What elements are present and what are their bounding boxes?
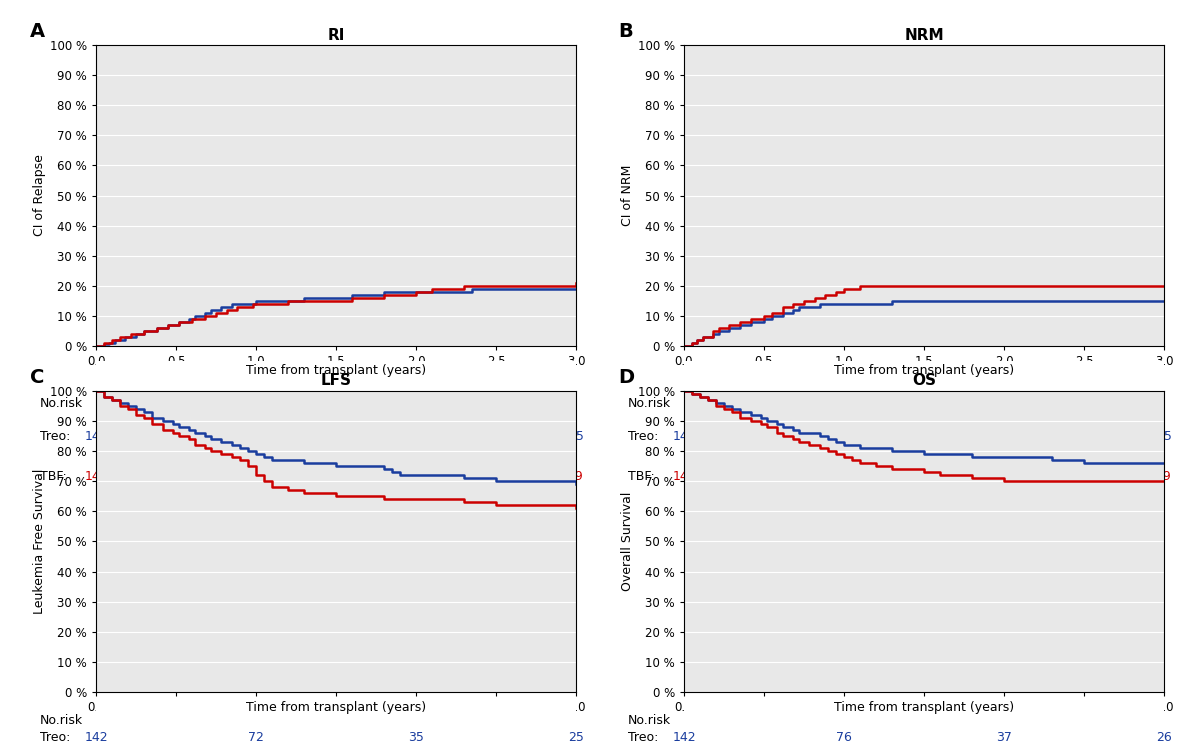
Text: 142: 142 xyxy=(84,750,108,752)
Title: OS: OS xyxy=(912,374,936,389)
Text: 38: 38 xyxy=(408,470,424,484)
Text: 25: 25 xyxy=(568,731,584,744)
Text: 35: 35 xyxy=(996,430,1012,443)
Text: 142: 142 xyxy=(672,750,696,752)
Text: 142: 142 xyxy=(672,430,696,443)
Text: 35: 35 xyxy=(408,430,424,443)
Text: 19: 19 xyxy=(1156,470,1172,484)
Text: 19: 19 xyxy=(568,470,584,484)
Text: 142: 142 xyxy=(84,470,108,484)
Text: 57: 57 xyxy=(248,750,264,752)
Y-axis label: Leukemia Free Survival: Leukemia Free Survival xyxy=(32,468,46,614)
Text: TBF:: TBF: xyxy=(40,750,67,752)
Title: LFS: LFS xyxy=(320,374,352,389)
Text: 37: 37 xyxy=(996,731,1012,744)
Text: Time from transplant (years): Time from transplant (years) xyxy=(246,701,426,714)
Text: B: B xyxy=(618,23,632,41)
Text: C: C xyxy=(30,368,44,387)
Text: Time from transplant (years): Time from transplant (years) xyxy=(834,701,1014,714)
Text: TBF:: TBF: xyxy=(40,470,67,484)
Text: 72: 72 xyxy=(248,731,264,744)
Text: 76: 76 xyxy=(836,731,852,744)
Text: 57: 57 xyxy=(248,470,264,484)
Text: 38: 38 xyxy=(408,750,424,752)
Text: No.risk: No.risk xyxy=(40,714,83,727)
Text: 19: 19 xyxy=(568,750,584,752)
Y-axis label: CI of Relapse: CI of Relapse xyxy=(32,155,46,236)
Y-axis label: Overall Survival: Overall Survival xyxy=(620,492,634,591)
Text: TBF:: TBF: xyxy=(628,750,655,752)
Text: 21: 21 xyxy=(1156,750,1172,752)
Text: Time from transplant (years): Time from transplant (years) xyxy=(834,364,1014,377)
Text: 26: 26 xyxy=(1156,731,1172,744)
Text: 72: 72 xyxy=(836,430,852,443)
Text: No.risk: No.risk xyxy=(628,396,671,410)
Text: A: A xyxy=(30,23,46,41)
Text: 72: 72 xyxy=(248,430,264,443)
Text: 142: 142 xyxy=(672,470,696,484)
Text: Treo:: Treo: xyxy=(628,731,659,744)
Text: No.risk: No.risk xyxy=(628,714,671,727)
Text: 142: 142 xyxy=(84,731,108,744)
Text: 25: 25 xyxy=(568,430,584,443)
Text: D: D xyxy=(618,368,634,387)
Text: No.risk: No.risk xyxy=(40,396,83,410)
Text: Treo:: Treo: xyxy=(40,430,71,443)
Text: Treo:: Treo: xyxy=(40,731,71,744)
Text: TBF:: TBF: xyxy=(628,470,655,484)
Text: 142: 142 xyxy=(84,430,108,443)
Text: Treo:: Treo: xyxy=(628,430,659,443)
Text: 64: 64 xyxy=(836,750,852,752)
Title: RI: RI xyxy=(328,28,344,43)
Text: 41: 41 xyxy=(996,750,1012,752)
Text: 57: 57 xyxy=(836,470,852,484)
Text: Time from transplant (years): Time from transplant (years) xyxy=(246,364,426,377)
Text: 25: 25 xyxy=(1156,430,1172,443)
Text: 142: 142 xyxy=(672,731,696,744)
Text: 35: 35 xyxy=(408,731,424,744)
Title: NRM: NRM xyxy=(904,28,944,43)
Text: 38: 38 xyxy=(996,470,1012,484)
Y-axis label: CI of NRM: CI of NRM xyxy=(620,165,634,226)
